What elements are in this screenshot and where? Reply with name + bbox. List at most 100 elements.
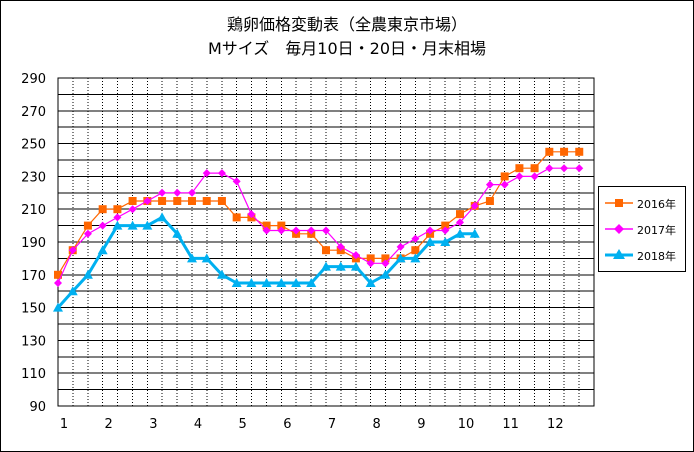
data-point xyxy=(456,218,464,227)
data-point xyxy=(306,278,317,287)
x-tick-label: 10 xyxy=(458,417,475,432)
data-point xyxy=(277,221,286,230)
legend-item-2017: 2017年 xyxy=(599,217,685,241)
data-point xyxy=(411,246,420,255)
data-point xyxy=(158,197,167,205)
plot-grid xyxy=(57,77,595,407)
x-tick-label: 5 xyxy=(239,417,247,432)
series-layer xyxy=(53,147,584,312)
data-point xyxy=(322,246,330,255)
series-2 xyxy=(54,164,584,287)
data-point xyxy=(515,164,524,173)
data-point xyxy=(68,246,77,255)
data-point xyxy=(231,278,242,287)
data-point xyxy=(172,228,183,238)
data-point xyxy=(365,278,376,287)
data-point xyxy=(98,221,107,230)
data-point xyxy=(485,197,494,205)
data-point xyxy=(113,205,122,214)
data-point xyxy=(336,242,345,251)
data-point xyxy=(83,221,92,230)
data-point xyxy=(112,220,123,230)
data-point xyxy=(560,164,569,173)
data-point xyxy=(396,242,405,251)
data-point xyxy=(202,197,211,205)
x-tick-label: 9 xyxy=(417,417,425,432)
y-tick-label: 110 xyxy=(21,367,46,382)
data-point xyxy=(173,197,182,205)
data-point xyxy=(425,237,436,246)
data-point xyxy=(54,270,62,279)
data-point xyxy=(83,229,92,238)
data-point xyxy=(188,197,196,205)
legend-label-2016: 2016年 xyxy=(637,198,676,211)
data-point xyxy=(232,213,241,222)
data-point xyxy=(216,269,227,279)
data-point xyxy=(246,278,257,287)
data-point xyxy=(113,213,122,222)
chart-title-line2: Mサイズ 毎月10日・20日・月末相場 xyxy=(207,39,487,58)
data-point xyxy=(97,245,108,255)
data-point xyxy=(322,226,330,235)
y-tick-label: 250 xyxy=(21,138,46,153)
data-point xyxy=(485,180,494,189)
data-point xyxy=(321,261,331,271)
y-tick-label: 230 xyxy=(21,170,46,185)
data-point xyxy=(470,201,479,210)
data-point xyxy=(201,253,212,263)
data-point xyxy=(277,226,286,235)
y-tick-label: 190 xyxy=(21,236,46,251)
data-point xyxy=(54,279,62,287)
data-point xyxy=(53,302,63,312)
x-tick-label: 11 xyxy=(502,417,519,432)
y-tick-label: 170 xyxy=(21,269,46,284)
legend-swatch-2017 xyxy=(605,224,633,234)
data-point xyxy=(350,261,361,271)
x-tick-label: 1 xyxy=(60,417,68,432)
data-point xyxy=(292,226,301,235)
data-point xyxy=(127,220,138,230)
data-point xyxy=(67,286,78,296)
data-point xyxy=(188,188,196,197)
data-point xyxy=(262,226,271,235)
data-point xyxy=(455,228,465,238)
y-tick-label: 130 xyxy=(21,334,46,349)
y-tick-label: 210 xyxy=(21,203,46,218)
data-point xyxy=(575,164,584,173)
data-point xyxy=(441,226,450,235)
data-point xyxy=(410,253,421,263)
data-point xyxy=(217,169,226,178)
x-tick-label: 12 xyxy=(547,417,564,432)
data-point xyxy=(441,221,450,230)
data-point xyxy=(128,197,137,205)
x-tick-label: 8 xyxy=(373,417,381,432)
data-point xyxy=(366,254,375,263)
data-point xyxy=(411,234,420,243)
series-3 xyxy=(53,212,480,312)
data-point xyxy=(440,237,451,246)
data-point xyxy=(395,253,406,263)
data-point xyxy=(217,197,226,205)
data-point xyxy=(500,180,509,189)
legend-swatch-2016 xyxy=(605,199,633,207)
data-point xyxy=(380,269,391,279)
x-tick-label: 3 xyxy=(149,417,157,432)
y-tick-label: 290 xyxy=(21,72,46,87)
data-point xyxy=(232,177,241,186)
x-tick-label: 7 xyxy=(328,417,336,432)
data-point xyxy=(381,254,390,263)
data-point xyxy=(575,147,584,156)
data-point xyxy=(142,220,153,230)
data-point xyxy=(545,147,554,156)
legend-label-2017: 2017年 xyxy=(637,224,676,237)
y-axis-ticks: 290 270 250 230 210 190 170 150 130 110 90 xyxy=(21,72,46,415)
y-tick-label: 90 xyxy=(29,400,46,415)
data-point xyxy=(202,169,211,178)
data-point xyxy=(173,188,182,197)
data-point xyxy=(515,172,524,181)
data-point xyxy=(247,210,256,219)
y-tick-label: 270 xyxy=(21,105,46,120)
legend-item-2016: 2016年 xyxy=(599,191,685,215)
data-point xyxy=(456,210,464,219)
legend: 2016年 2017年 2018年 xyxy=(598,186,686,272)
